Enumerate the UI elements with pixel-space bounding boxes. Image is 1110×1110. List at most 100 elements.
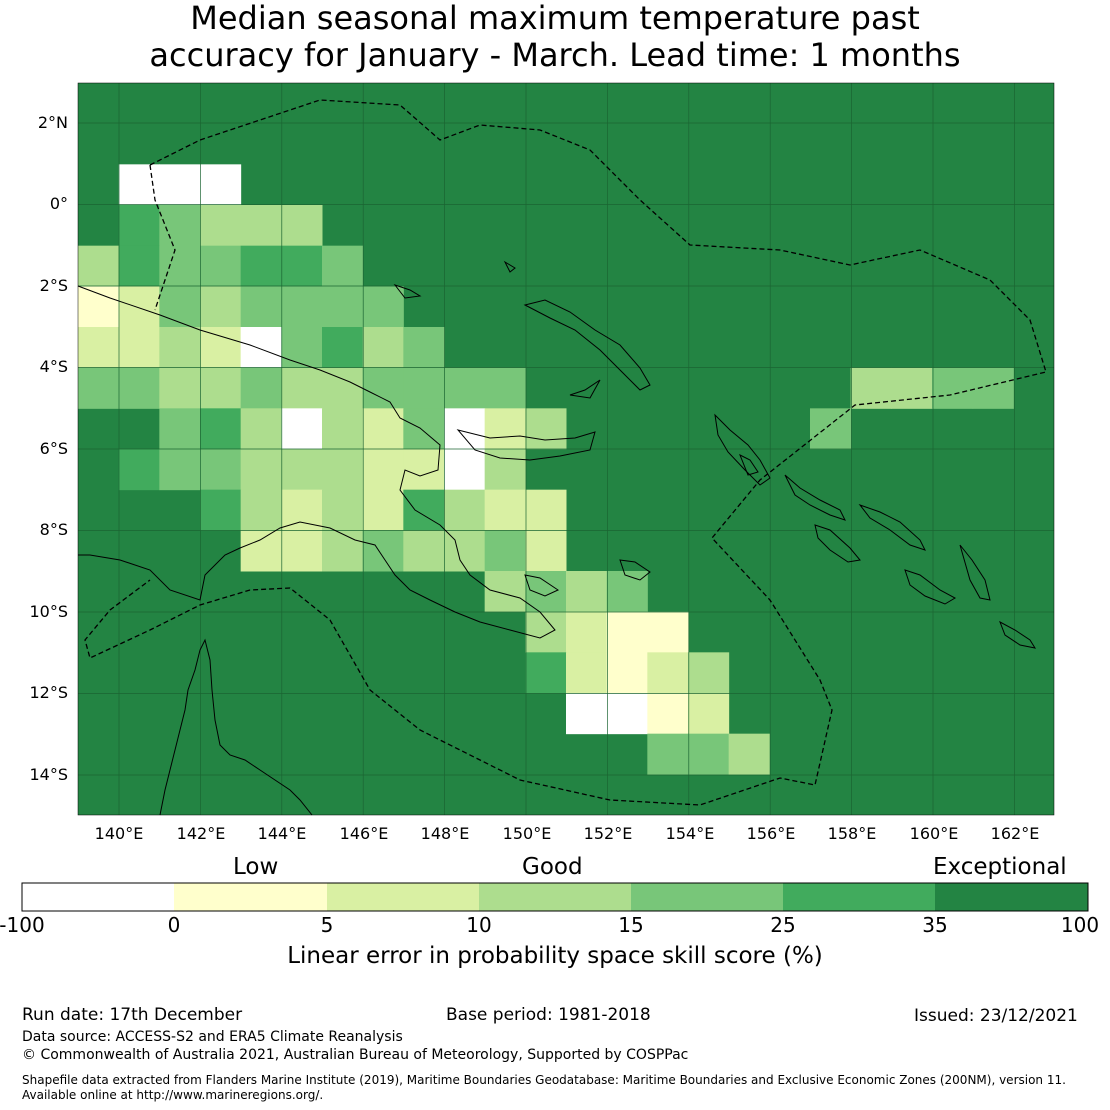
skill-cell <box>688 733 730 775</box>
skill-cell <box>159 327 201 369</box>
skill-cell <box>444 489 486 531</box>
colorbar-swatch <box>631 883 783 911</box>
lat-label-4s: 4°S <box>39 357 68 376</box>
skill-cell <box>240 449 282 491</box>
skill-cell <box>362 327 404 369</box>
shapefile-credit-line2: Available online at http://www.marinereg… <box>22 1088 324 1102</box>
colorbar-tick-100: 100 <box>1060 913 1100 937</box>
colorbar-category-good: Good <box>522 854 583 880</box>
colorbar-swatch <box>327 883 479 911</box>
skill-cell <box>200 327 242 369</box>
skill-cell <box>525 571 567 613</box>
lat-label-10s: 10°S <box>29 602 68 621</box>
lat-label-6s: 6°S <box>39 439 68 458</box>
skill-cell <box>525 408 567 450</box>
skill-cell <box>362 449 404 491</box>
eez-png-west <box>149 164 176 311</box>
colorbar-swatch <box>174 883 327 911</box>
colorbar-tick-25: 25 <box>770 913 796 937</box>
skill-cell <box>688 652 730 694</box>
lon-label-150e: 150°E <box>502 824 552 843</box>
skill-cell <box>484 449 526 491</box>
skill-cell <box>322 530 364 572</box>
issued-date: Issued: 23/12/2021 <box>914 1006 1078 1026</box>
skill-cell <box>118 449 160 491</box>
skill-cell <box>78 327 120 369</box>
skill-cell <box>566 652 608 694</box>
colorbar-swatch <box>935 883 1088 911</box>
graticule <box>78 83 1054 815</box>
skill-cell <box>606 693 648 735</box>
skill-cell <box>240 367 282 409</box>
skill-cell <box>362 367 404 409</box>
colorbar-tick-minus100: -100 <box>0 913 45 937</box>
skill-cell <box>159 286 201 328</box>
skill-cell <box>281 408 323 450</box>
skill-cell <box>362 408 404 450</box>
skill-cell <box>444 367 486 409</box>
skill-cell <box>525 652 567 694</box>
lat-label-0: 0° <box>49 194 68 213</box>
skill-cell <box>240 327 282 369</box>
lon-label-156e: 156°E <box>746 824 796 843</box>
lon-label-140e: 140°E <box>94 824 144 843</box>
skill-cell <box>159 164 201 206</box>
shapefile-credit-line1: Shapefile data extracted from Flanders M… <box>22 1073 1066 1087</box>
skill-cell <box>484 571 526 613</box>
data-source: Data source: ACCESS-S2 and ERA5 Climate … <box>22 1029 403 1045</box>
skill-cell <box>688 693 730 735</box>
skill-cell <box>566 611 608 653</box>
lon-label-154e: 154°E <box>665 824 715 843</box>
lat-label-14s: 14°S <box>29 765 68 784</box>
australia-coastline <box>159 638 313 816</box>
skill-cell <box>281 530 323 572</box>
skill-cell <box>362 286 404 328</box>
new-britain-coastline <box>456 429 596 461</box>
skill-cell <box>159 408 201 450</box>
lon-label-160e: 160°E <box>909 824 959 843</box>
skill-cell <box>647 652 689 694</box>
colorbar-tick-10: 10 <box>466 913 492 937</box>
skill-cell <box>200 205 242 247</box>
base-period: Base period: 1981-2018 <box>446 1005 651 1025</box>
skill-cell <box>240 408 282 450</box>
colorbar-tick-5: 5 <box>320 913 334 937</box>
skill-cell <box>322 286 364 328</box>
colorbar-tick-15: 15 <box>618 913 644 937</box>
skill-cell <box>525 489 567 531</box>
coastlines <box>77 260 1037 816</box>
skill-cell <box>240 286 282 328</box>
colorbar-tick-35: 35 <box>922 913 948 937</box>
skill-cell <box>322 245 364 287</box>
skill-cell <box>159 449 201 491</box>
skill-cell <box>728 733 770 775</box>
skill-cell <box>200 449 242 491</box>
skill-cell <box>484 408 526 450</box>
map-title-line2: accuracy for January - March. Lead time:… <box>149 36 961 74</box>
skill-cell <box>200 489 242 531</box>
skill-grid-cells <box>78 164 1014 775</box>
colorbar-label: Linear error in probability space skill … <box>287 943 823 969</box>
skill-cell <box>322 408 364 450</box>
colorbar-tick-0: 0 <box>167 913 181 937</box>
skill-cell <box>118 164 160 206</box>
colorbar-frame <box>21 882 1089 912</box>
skill-cell <box>281 449 323 491</box>
islands-small <box>393 260 759 597</box>
lat-label-12s: 12°S <box>29 683 68 702</box>
lon-label-152e: 152°E <box>583 824 633 843</box>
skill-cell <box>606 571 648 613</box>
skill-cell <box>647 611 689 653</box>
new-ireland-coastline <box>523 299 651 391</box>
skill-cell <box>403 489 445 531</box>
skill-cell <box>810 408 852 450</box>
skill-cell <box>891 367 933 409</box>
skill-cell <box>566 571 608 613</box>
lon-label-162e: 162°E <box>990 824 1040 843</box>
skill-cell <box>118 286 160 328</box>
skill-cell <box>240 530 282 572</box>
skill-cell <box>484 489 526 531</box>
skill-cell <box>200 245 242 287</box>
skill-cell <box>606 652 648 694</box>
skill-cell <box>484 530 526 572</box>
